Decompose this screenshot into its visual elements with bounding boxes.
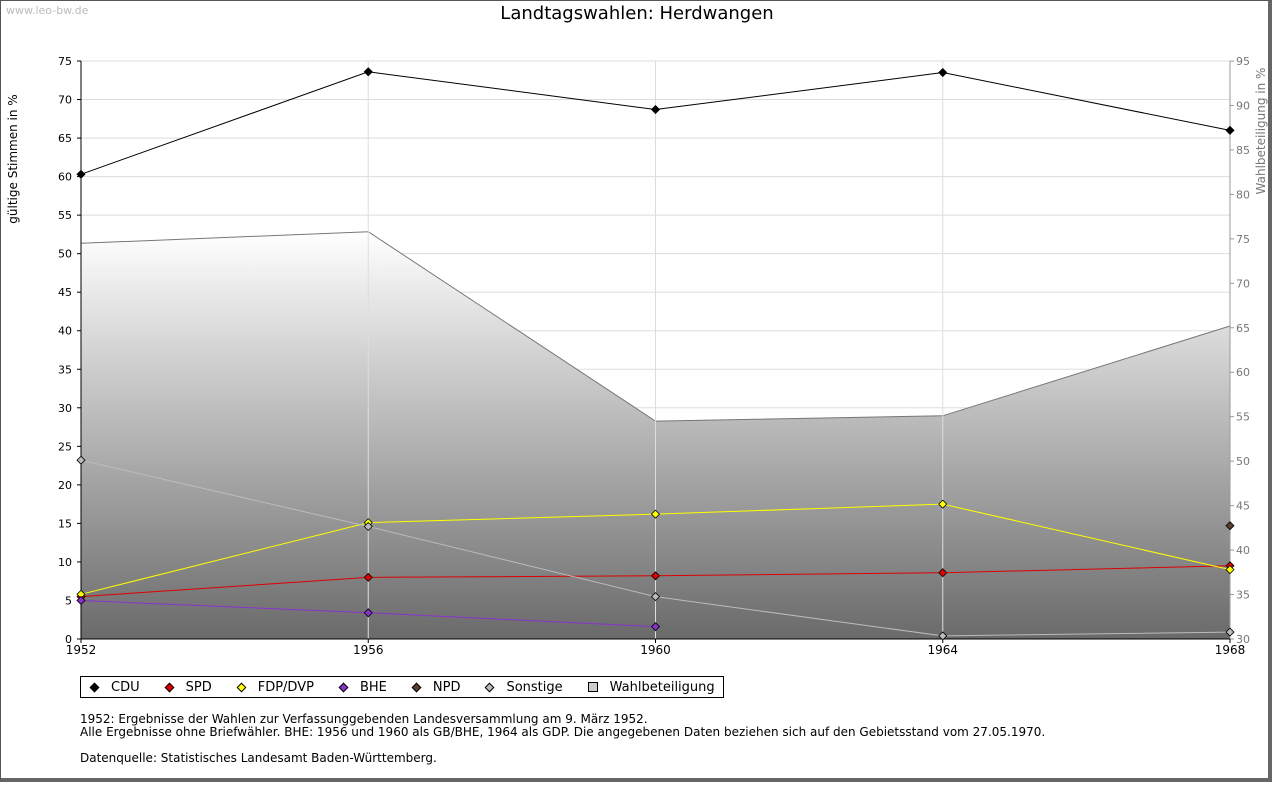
point-fdpdvp bbox=[938, 499, 948, 509]
point-npd bbox=[1225, 521, 1235, 531]
y2-tick-label: 75 bbox=[1236, 233, 1250, 246]
legend-marker-icon bbox=[236, 682, 247, 692]
point-cdu bbox=[363, 67, 373, 77]
x-tick-label: 1964 bbox=[927, 643, 958, 657]
legend-item: CDU bbox=[87, 680, 140, 695]
legend-label: Sonstige bbox=[506, 679, 563, 695]
y-tick-label: 40 bbox=[58, 325, 72, 338]
y-tick-label: 30 bbox=[58, 402, 72, 415]
point-cdu bbox=[650, 104, 661, 115]
point-spd bbox=[938, 568, 948, 578]
y2-tick-label: 80 bbox=[1236, 188, 1250, 201]
point-sonstige bbox=[76, 455, 86, 465]
x-tick-label: 1956 bbox=[353, 643, 384, 657]
point-spd bbox=[650, 571, 661, 581]
legend-marker-icon bbox=[164, 682, 175, 692]
point-cdu bbox=[1225, 125, 1235, 135]
point-bhe bbox=[650, 622, 661, 632]
point-fdpdvp bbox=[650, 509, 661, 519]
point-sonstige bbox=[650, 592, 661, 602]
y-tick-label: 50 bbox=[58, 248, 72, 261]
point-sonstige bbox=[363, 521, 373, 532]
legend-marker-icon bbox=[411, 682, 422, 692]
y2-tick-label: 85 bbox=[1236, 144, 1250, 157]
point-bhe bbox=[76, 595, 86, 606]
legend-square-icon bbox=[587, 682, 598, 692]
y2-tick-label: 50 bbox=[1236, 455, 1250, 468]
y-tick-label: 45 bbox=[58, 286, 72, 299]
point-sonstige bbox=[1225, 627, 1235, 637]
y2-tick-label: 95 bbox=[1236, 55, 1250, 68]
y2-tick-label: 30 bbox=[1236, 633, 1250, 646]
legend-label: NPD bbox=[432, 679, 461, 695]
legend-label: FDP/DVP bbox=[257, 679, 314, 695]
point-cdu bbox=[76, 169, 86, 179]
y2-tick-label: 90 bbox=[1236, 99, 1250, 112]
point-spd bbox=[363, 572, 373, 582]
legend-item: Wahlbeteiligung bbox=[585, 680, 715, 695]
y2-tick-label: 70 bbox=[1236, 277, 1250, 290]
legend: CDU SPD FDP/DVP BHE NPD Sonstige Wahlbeteiligu… bbox=[80, 676, 724, 698]
legend-label: CDU bbox=[111, 679, 140, 695]
x-tick-label: 1952 bbox=[66, 643, 97, 657]
point-cdu bbox=[938, 67, 948, 78]
y-tick-label: 35 bbox=[58, 363, 72, 376]
legend-label: BHE bbox=[359, 679, 387, 695]
y2-tick-label: 55 bbox=[1236, 411, 1250, 424]
y2-tick-label: 65 bbox=[1236, 322, 1250, 335]
legend-marker-icon bbox=[485, 682, 495, 692]
y-tick-label: 10 bbox=[58, 556, 72, 569]
point-sonstige bbox=[938, 631, 948, 641]
y-tick-label: 20 bbox=[58, 479, 72, 492]
y-tick-label: 70 bbox=[58, 94, 72, 107]
notes: 1952: Ergebnisse der Wahlen zur Verfassu… bbox=[80, 713, 1045, 765]
point-bhe bbox=[363, 608, 373, 618]
legend-marker-icon bbox=[89, 682, 100, 692]
data-source: Datenquelle: Statistisches Landesamt Bad… bbox=[80, 751, 437, 765]
point-fdpdvp bbox=[1225, 565, 1235, 575]
y2-tick-label: 45 bbox=[1236, 500, 1250, 513]
watermark: www.leo-bw.de bbox=[6, 4, 89, 17]
legend-item: FDP/DVP bbox=[234, 680, 314, 695]
y-tick-label: 75 bbox=[58, 55, 72, 68]
y-tick-label: 65 bbox=[58, 132, 72, 145]
note-line-2: Alle Ergebnisse ohne Briefwähler. BHE: 1… bbox=[80, 725, 1046, 739]
y-tick-label: 15 bbox=[58, 517, 72, 530]
chart-title: Landtagswahlen: Herdwangen bbox=[500, 3, 774, 24]
note-line-1: 1952: Ergebnisse der Wahlen zur Verfassu… bbox=[80, 712, 648, 726]
legend-label: Wahlbeteiligung bbox=[609, 679, 715, 695]
legend-item: BHE bbox=[336, 680, 387, 695]
legend-label: SPD bbox=[185, 679, 212, 695]
legend-item: Sonstige bbox=[482, 679, 563, 695]
legend-item: NPD bbox=[409, 679, 461, 695]
y2-axis-label: Wahlbeteiligung in % bbox=[1254, 68, 1268, 195]
y2-tick-label: 40 bbox=[1236, 544, 1250, 557]
y-tick-label: 55 bbox=[58, 209, 72, 222]
y2-tick-label: 60 bbox=[1236, 366, 1250, 379]
y-tick-label: 25 bbox=[58, 440, 72, 453]
y-tick-label: 60 bbox=[58, 171, 72, 184]
y-tick-label: 0 bbox=[65, 633, 72, 646]
y-axis-label: gültige Stimmen in % bbox=[6, 94, 20, 223]
x-tick-label: 1968 bbox=[1215, 643, 1246, 657]
legend-marker-icon bbox=[338, 682, 349, 692]
y2-tick-label: 35 bbox=[1236, 589, 1250, 602]
x-tick-label: 1960 bbox=[640, 643, 671, 657]
legend-item: SPD bbox=[162, 680, 212, 695]
y-tick-label: 5 bbox=[65, 594, 72, 607]
